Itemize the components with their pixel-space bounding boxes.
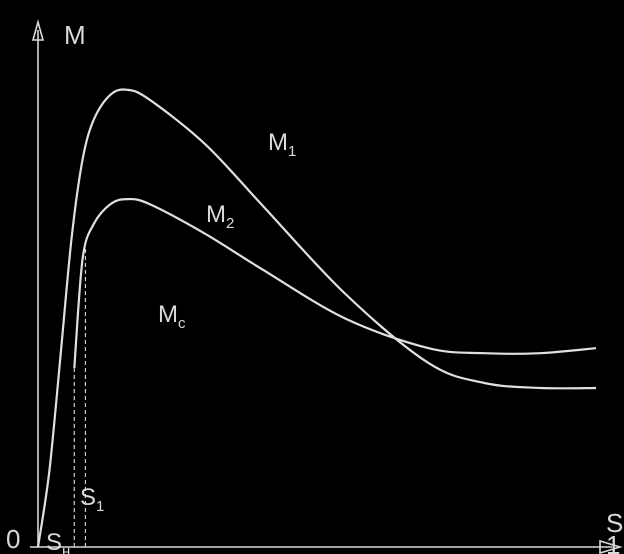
- x-axis-arrow: [599, 539, 623, 554]
- label-m1: M1: [268, 129, 296, 160]
- curve-m1: [36, 88, 597, 548]
- label-s1: S1: [80, 484, 104, 515]
- curve-m2: [73, 197, 597, 369]
- y-axis-label: M: [64, 20, 86, 50]
- label-mc: Mc: [158, 301, 186, 332]
- origin-label: 0: [6, 524, 20, 554]
- label-sn: Sн: [46, 529, 70, 554]
- x-end-label: 1: [606, 530, 620, 554]
- x-axis-label: S: [606, 508, 623, 538]
- y-axis-arrow: [31, 19, 45, 41]
- label-m2: M2: [206, 201, 234, 232]
